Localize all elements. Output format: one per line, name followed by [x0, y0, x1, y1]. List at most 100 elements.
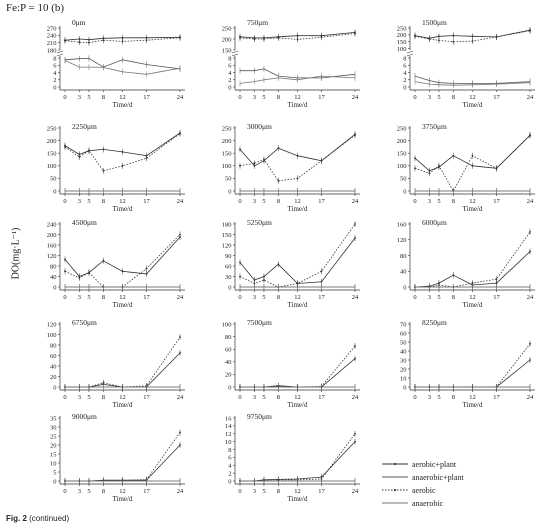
x-tick-label: 12 — [294, 294, 301, 301]
series-line-aerobic-plant — [240, 441, 356, 482]
x-tick-label: 17 — [493, 198, 500, 205]
data-point — [102, 169, 105, 172]
data-point — [438, 39, 440, 42]
data-point — [320, 159, 323, 162]
x-tick-label: 3 — [253, 488, 256, 495]
y-tick-label: 8 — [403, 55, 406, 62]
data-point — [102, 148, 105, 151]
series-line-aerobic — [240, 433, 356, 482]
data-point — [354, 345, 356, 347]
data-point — [239, 261, 241, 264]
y-tick-label: 240 — [47, 221, 57, 228]
y-tick-label: 0 — [228, 84, 231, 91]
data-point — [277, 263, 280, 266]
x-tick-label: 12 — [294, 488, 301, 495]
x-axis-title: Time/d — [113, 301, 133, 309]
data-point — [320, 36, 323, 39]
x-tick-label: 17 — [318, 294, 325, 301]
data-point — [277, 37, 280, 39]
x-tick-label: 12 — [119, 94, 126, 101]
x-tick-label: 12 — [119, 294, 126, 301]
data-point — [529, 230, 531, 233]
y-tick-label: 0 — [403, 84, 406, 91]
x-tick-label: 0 — [413, 198, 416, 205]
x-tick-label: 17 — [318, 94, 325, 101]
x-tick-label: 24 — [177, 294, 184, 301]
axis-break — [56, 53, 64, 57]
y-tick-label: 200 — [222, 36, 232, 43]
panel-title: 750μm — [247, 18, 268, 27]
y-tick-label: 2 — [228, 77, 231, 84]
x-tick-label: 3 — [78, 94, 81, 101]
y-tick-label: 35 — [50, 415, 57, 422]
x-tick-label: 17 — [493, 394, 500, 401]
data-point — [471, 154, 474, 157]
chart-panel-8: 6000μm 0 3 5 8 12 17 24 Time/d 0 40 80 120 160 — [397, 218, 535, 309]
x-tick-label: 12 — [119, 198, 126, 205]
x-tick-label: 8 — [277, 198, 280, 205]
x-tick-label: 12 — [119, 488, 126, 495]
x-tick-label: 17 — [318, 394, 325, 401]
data-point — [452, 154, 455, 157]
x-tick-label: 17 — [143, 294, 150, 301]
x-tick-label: 5 — [87, 294, 90, 301]
data-point — [78, 41, 81, 44]
x-tick-label: 8 — [102, 488, 105, 495]
legend-label: aerobic — [412, 486, 436, 495]
y-tick-label: 2 — [53, 77, 56, 84]
y-tick-label: 100 — [47, 332, 57, 339]
y-tick-label: 12 — [225, 431, 232, 438]
y-tick-label: 30 — [400, 357, 407, 364]
data-point — [414, 35, 416, 38]
x-tick-label: 8 — [277, 488, 280, 495]
data-point — [145, 272, 148, 275]
y-tick-label: 40 — [225, 359, 232, 366]
data-point — [452, 34, 455, 37]
data-point — [102, 39, 105, 42]
axis-break — [406, 50, 414, 54]
panel-title: 1500μm — [422, 18, 447, 27]
data-point — [354, 440, 356, 443]
y-tick-label: 250 — [222, 125, 232, 132]
series-line-aerobic — [65, 432, 181, 482]
x-tick-label: 12 — [119, 394, 126, 401]
data-point — [471, 164, 474, 167]
x-axis-title: Time/d — [113, 101, 133, 109]
y-tick-label: 50 — [400, 339, 407, 346]
chart-panel-6: 4500μm 0 3 5 8 12 17 24 Time/d 0 40 80 120 160 200 240 — [47, 218, 185, 309]
x-tick-label: 12 — [469, 94, 476, 101]
y-tick-label: 0 — [228, 478, 231, 485]
y-tick-label: 180 — [222, 221, 232, 228]
y-tick-label: 8 — [228, 55, 231, 62]
data-point — [296, 282, 299, 285]
series-line-aerobic — [239, 223, 356, 288]
y-tick-label: 0 — [53, 188, 56, 195]
x-tick-label: 5 — [87, 488, 90, 495]
y-tick-label: 10 — [50, 460, 57, 467]
y-tick-label: 60 — [225, 263, 232, 270]
y-tick-label: 6 — [53, 63, 57, 70]
y-tick-label: 250 — [222, 25, 232, 32]
series-line-aerobic-plant — [239, 237, 356, 284]
x-tick-label: 8 — [452, 94, 455, 101]
x-tick-label: 8 — [277, 394, 280, 401]
y-tick-label: 0 — [403, 188, 406, 195]
data-point — [88, 149, 90, 152]
x-tick-label: 3 — [428, 294, 431, 301]
data-point — [121, 40, 124, 43]
panel-title: 5250μm — [247, 218, 272, 227]
y-tick-label: 150 — [397, 151, 407, 158]
y-tick-label: 20 — [50, 442, 57, 449]
x-tick-label: 0 — [238, 94, 241, 101]
data-point — [253, 279, 256, 281]
x-tick-label: 12 — [469, 294, 476, 301]
x-tick-label: 8 — [102, 94, 105, 101]
x-tick-label: 0 — [238, 488, 241, 495]
data-point — [64, 146, 66, 148]
data-point — [179, 36, 181, 39]
x-tick-label: 5 — [87, 198, 90, 205]
data-point — [121, 164, 124, 167]
y-tick-label: 80 — [50, 342, 57, 349]
x-tick-label: 3 — [253, 94, 256, 101]
